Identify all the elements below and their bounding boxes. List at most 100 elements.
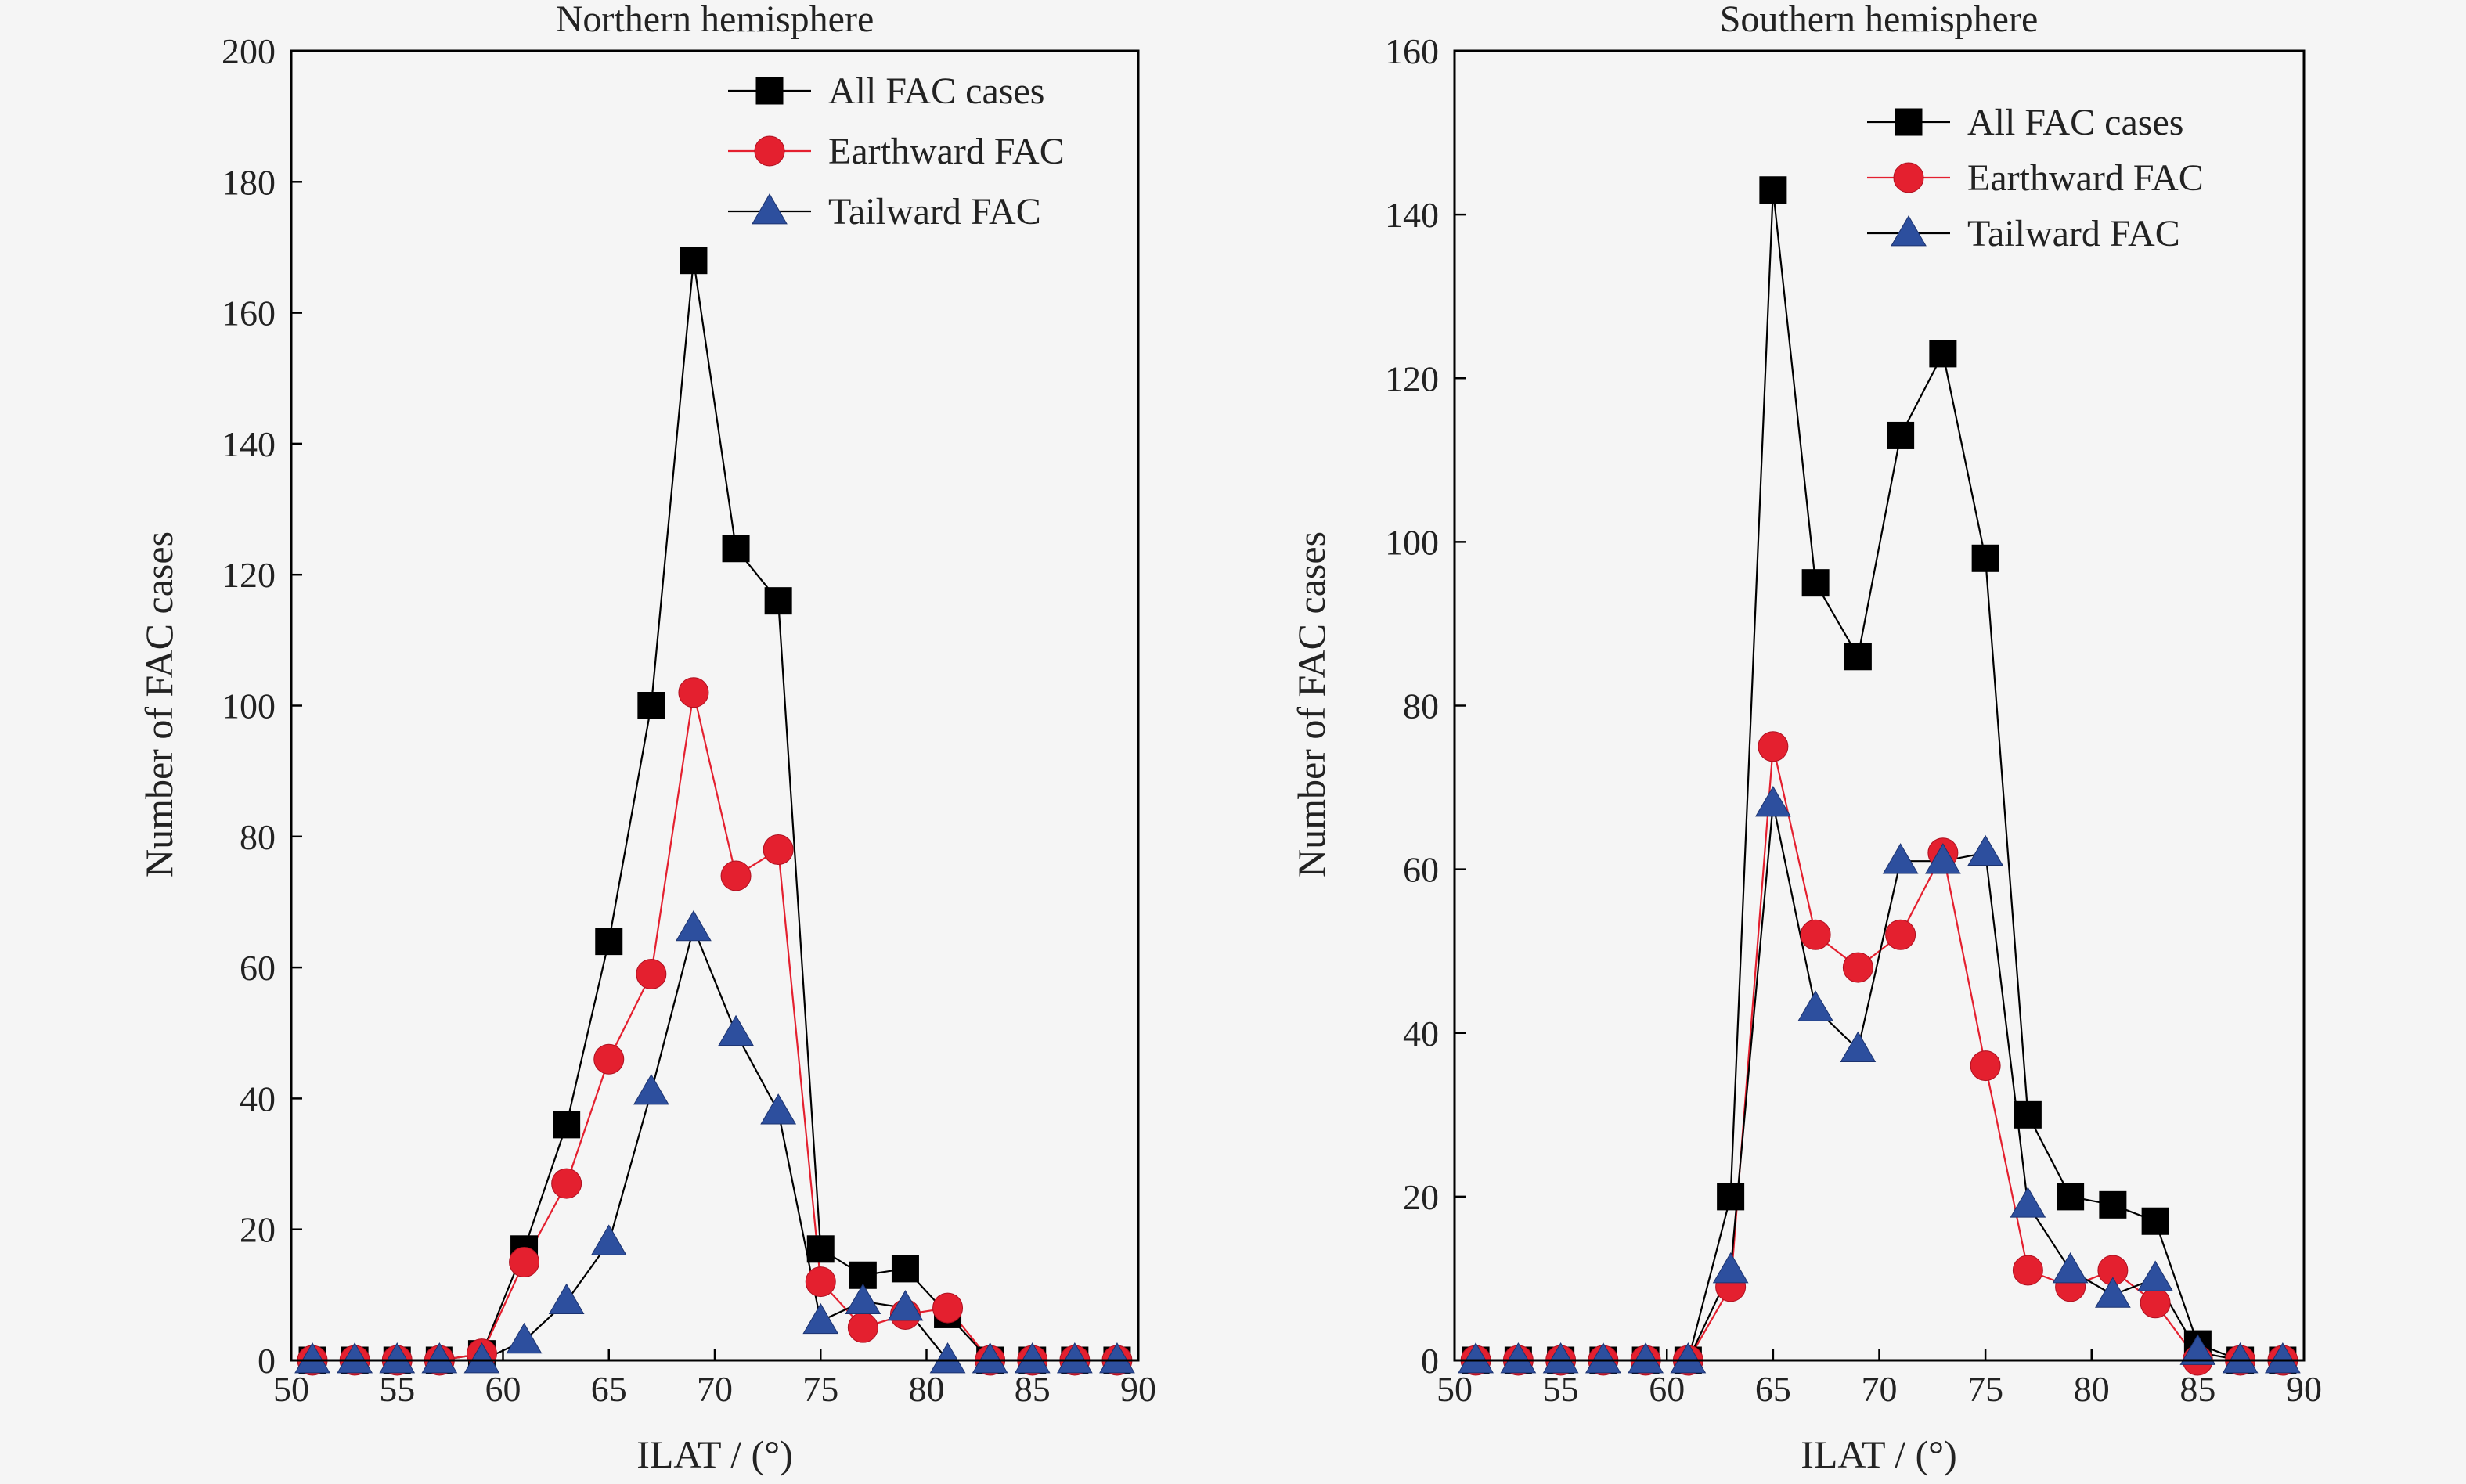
data-point-circle: [847, 1312, 878, 1343]
legend-label: Earthward FAC: [1967, 157, 2204, 199]
x-tick-label: 75: [1967, 1369, 2003, 1409]
data-point-triangle: [590, 1224, 627, 1255]
data-point-circle: [932, 1292, 964, 1324]
data-point-square: [1887, 421, 1915, 449]
legend-item: Tailward FAC: [728, 191, 1041, 232]
legend-marker-circle: [754, 135, 785, 167]
y-tick-label: 140: [222, 424, 276, 464]
data-point-triangle: [337, 1342, 373, 1374]
legend-item: Earthward FAC: [728, 131, 1065, 172]
y-tick-label: 40: [1403, 1014, 1439, 1054]
data-point-circle: [678, 677, 709, 708]
data-point-triangle: [929, 1342, 966, 1374]
data-point-square: [1844, 643, 1872, 671]
x-tick-label: 90: [1120, 1369, 1156, 1409]
data-point-square: [1801, 569, 1830, 597]
data-point-triangle: [1585, 1342, 1621, 1374]
data-point-square: [1717, 1183, 1745, 1211]
data-point-triangle: [1458, 1342, 1494, 1374]
data-point-circle: [551, 1168, 582, 1199]
data-point-circle: [2012, 1255, 2043, 1286]
x-tick-label: 70: [697, 1369, 733, 1409]
data-point-triangle: [1056, 1342, 1093, 1374]
x-axis-title: ILAT / (°): [1801, 1432, 1957, 1476]
y-tick-label: 60: [1403, 850, 1439, 890]
y-tick-label: 180: [222, 162, 276, 202]
y-tick-label: 20: [240, 1210, 276, 1250]
legend-label: All FAC cases: [828, 70, 1044, 112]
legend-item: Earthward FAC: [1867, 157, 2204, 199]
data-point-square: [595, 928, 623, 956]
data-point-triangle: [802, 1302, 839, 1335]
data-point-square: [891, 1255, 919, 1283]
data-point-triangle: [1967, 834, 2003, 866]
data-point-triangle: [2052, 1252, 2089, 1284]
data-point-triangle: [887, 1290, 924, 1321]
y-tick-label: 160: [1385, 31, 1439, 71]
x-tick-label: 80: [909, 1369, 945, 1409]
data-point-square: [553, 1111, 581, 1139]
plot-frame: [1453, 49, 2306, 1362]
data-point-square: [2014, 1100, 2042, 1129]
data-point-circle: [1970, 1050, 2001, 1082]
data-point-triangle: [718, 1014, 754, 1046]
legend-label: All FAC cases: [1967, 102, 2183, 143]
y-tick-label: 20: [1403, 1177, 1439, 1217]
y-tick-label: 0: [258, 1341, 276, 1381]
data-point-triangle: [2179, 1334, 2216, 1365]
legend: All FAC cases Earthward FAC Tailward FAC: [728, 70, 1065, 232]
series-layer: [294, 247, 1135, 1376]
data-point-triangle: [379, 1342, 416, 1374]
panel-title: Southern hemisphere: [1720, 0, 2039, 40]
legend-marker-triangle: [752, 193, 788, 225]
data-point-triangle: [760, 1093, 797, 1125]
data-point-square: [2057, 1183, 2085, 1211]
plot-frame: [290, 49, 1140, 1362]
data-point-triangle: [845, 1283, 881, 1315]
data-point-triangle: [1670, 1342, 1707, 1374]
data-point-circle: [1842, 952, 1873, 983]
data-point-triangle: [972, 1342, 1008, 1374]
y-tick-label: 160: [222, 294, 276, 333]
data-point-triangle: [633, 1074, 669, 1105]
northern-hemisphere-panel: Northern hemisphere Number of FAC cases …: [137, 0, 1156, 1476]
x-tick-label: 70: [1862, 1369, 1898, 1409]
y-tick-label: 200: [222, 31, 276, 71]
x-tick-label: 50: [273, 1369, 309, 1409]
data-point-square: [680, 247, 708, 275]
data-point-triangle: [1500, 1342, 1537, 1374]
data-point-circle: [720, 860, 752, 891]
data-point-triangle: [463, 1342, 500, 1374]
data-point-triangle: [1840, 1031, 1877, 1063]
data-point-triangle: [1882, 843, 1919, 874]
data-point-triangle: [2265, 1342, 2301, 1374]
y-axis-title: Number of FAC cases: [137, 531, 181, 877]
panel-title: Northern hemisphere: [556, 0, 874, 40]
data-point-circle: [1885, 919, 1916, 950]
x-tick-label: 65: [591, 1369, 627, 1409]
data-point-triangle: [676, 909, 712, 942]
x-tick-label: 60: [1649, 1369, 1685, 1409]
y-tick-label: 120: [1385, 358, 1439, 398]
data-point-triangle: [548, 1283, 585, 1315]
x-tick-label: 50: [1437, 1369, 1473, 1409]
data-point-square: [2141, 1207, 2169, 1235]
legend-label: Tailward FAC: [828, 191, 1041, 232]
x-tick-label: 90: [2286, 1369, 2322, 1409]
legend-marker-circle: [1893, 162, 1924, 193]
data-point-triangle: [421, 1342, 458, 1374]
legend-label: Earthward FAC: [828, 131, 1065, 172]
data-point-triangle: [1797, 990, 1833, 1021]
data-point-triangle: [2137, 1260, 2173, 1291]
data-point-triangle: [1755, 785, 1791, 817]
data-point-triangle: [1628, 1342, 1664, 1374]
data-point-square: [722, 535, 750, 563]
legend-marker-square: [755, 77, 784, 105]
legend: All FAC cases Earthward FAC Tailward FAC: [1867, 102, 2204, 254]
data-point-circle: [509, 1247, 540, 1278]
legend-marker-square: [1895, 108, 1923, 136]
y-tick-label: 60: [240, 948, 276, 988]
axis-ticks: 50 55 60 65 70 75 80 85 900204060801001201401601…: [222, 31, 1156, 1409]
